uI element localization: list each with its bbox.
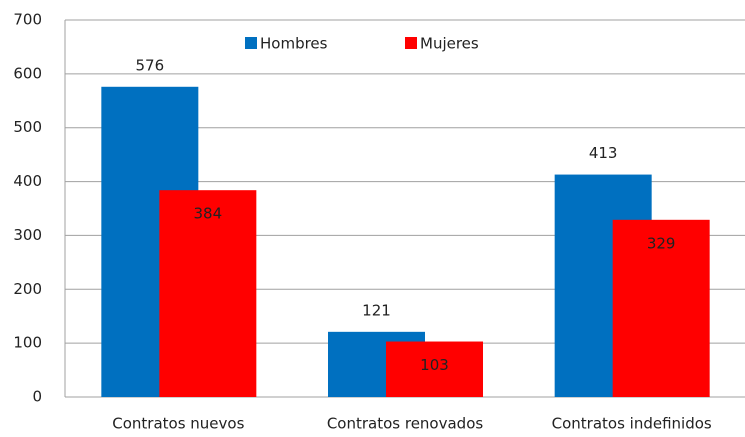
y-tick-label: 500: [13, 118, 42, 136]
data-label: 121: [362, 301, 391, 319]
y-tick-label: 0: [32, 388, 42, 406]
data-label: 329: [647, 234, 676, 252]
data-label: 384: [194, 205, 223, 223]
y-tick-label: 100: [13, 334, 42, 352]
x-tick-label: Contratos indefinidos: [552, 415, 712, 433]
y-tick-label: 600: [13, 64, 42, 82]
legend-label: Mujeres: [420, 35, 479, 53]
y-tick-label: 400: [13, 172, 42, 190]
legend-swatch: [405, 37, 417, 49]
x-tick-label: Contratos nuevos: [112, 415, 244, 433]
y-tick-label: 700: [13, 11, 42, 29]
bar: [612, 219, 710, 397]
bar: [159, 190, 257, 397]
data-label: 576: [136, 56, 165, 74]
legend-label: Hombres: [260, 35, 328, 53]
legend-swatch: [245, 37, 257, 49]
x-tick-label: Contratos renovados: [327, 415, 484, 433]
bar: [386, 341, 483, 397]
y-tick-label: 300: [13, 226, 42, 244]
data-label: 413: [589, 144, 618, 162]
y-tick-label: 200: [13, 280, 42, 298]
data-label: 103: [420, 356, 449, 374]
